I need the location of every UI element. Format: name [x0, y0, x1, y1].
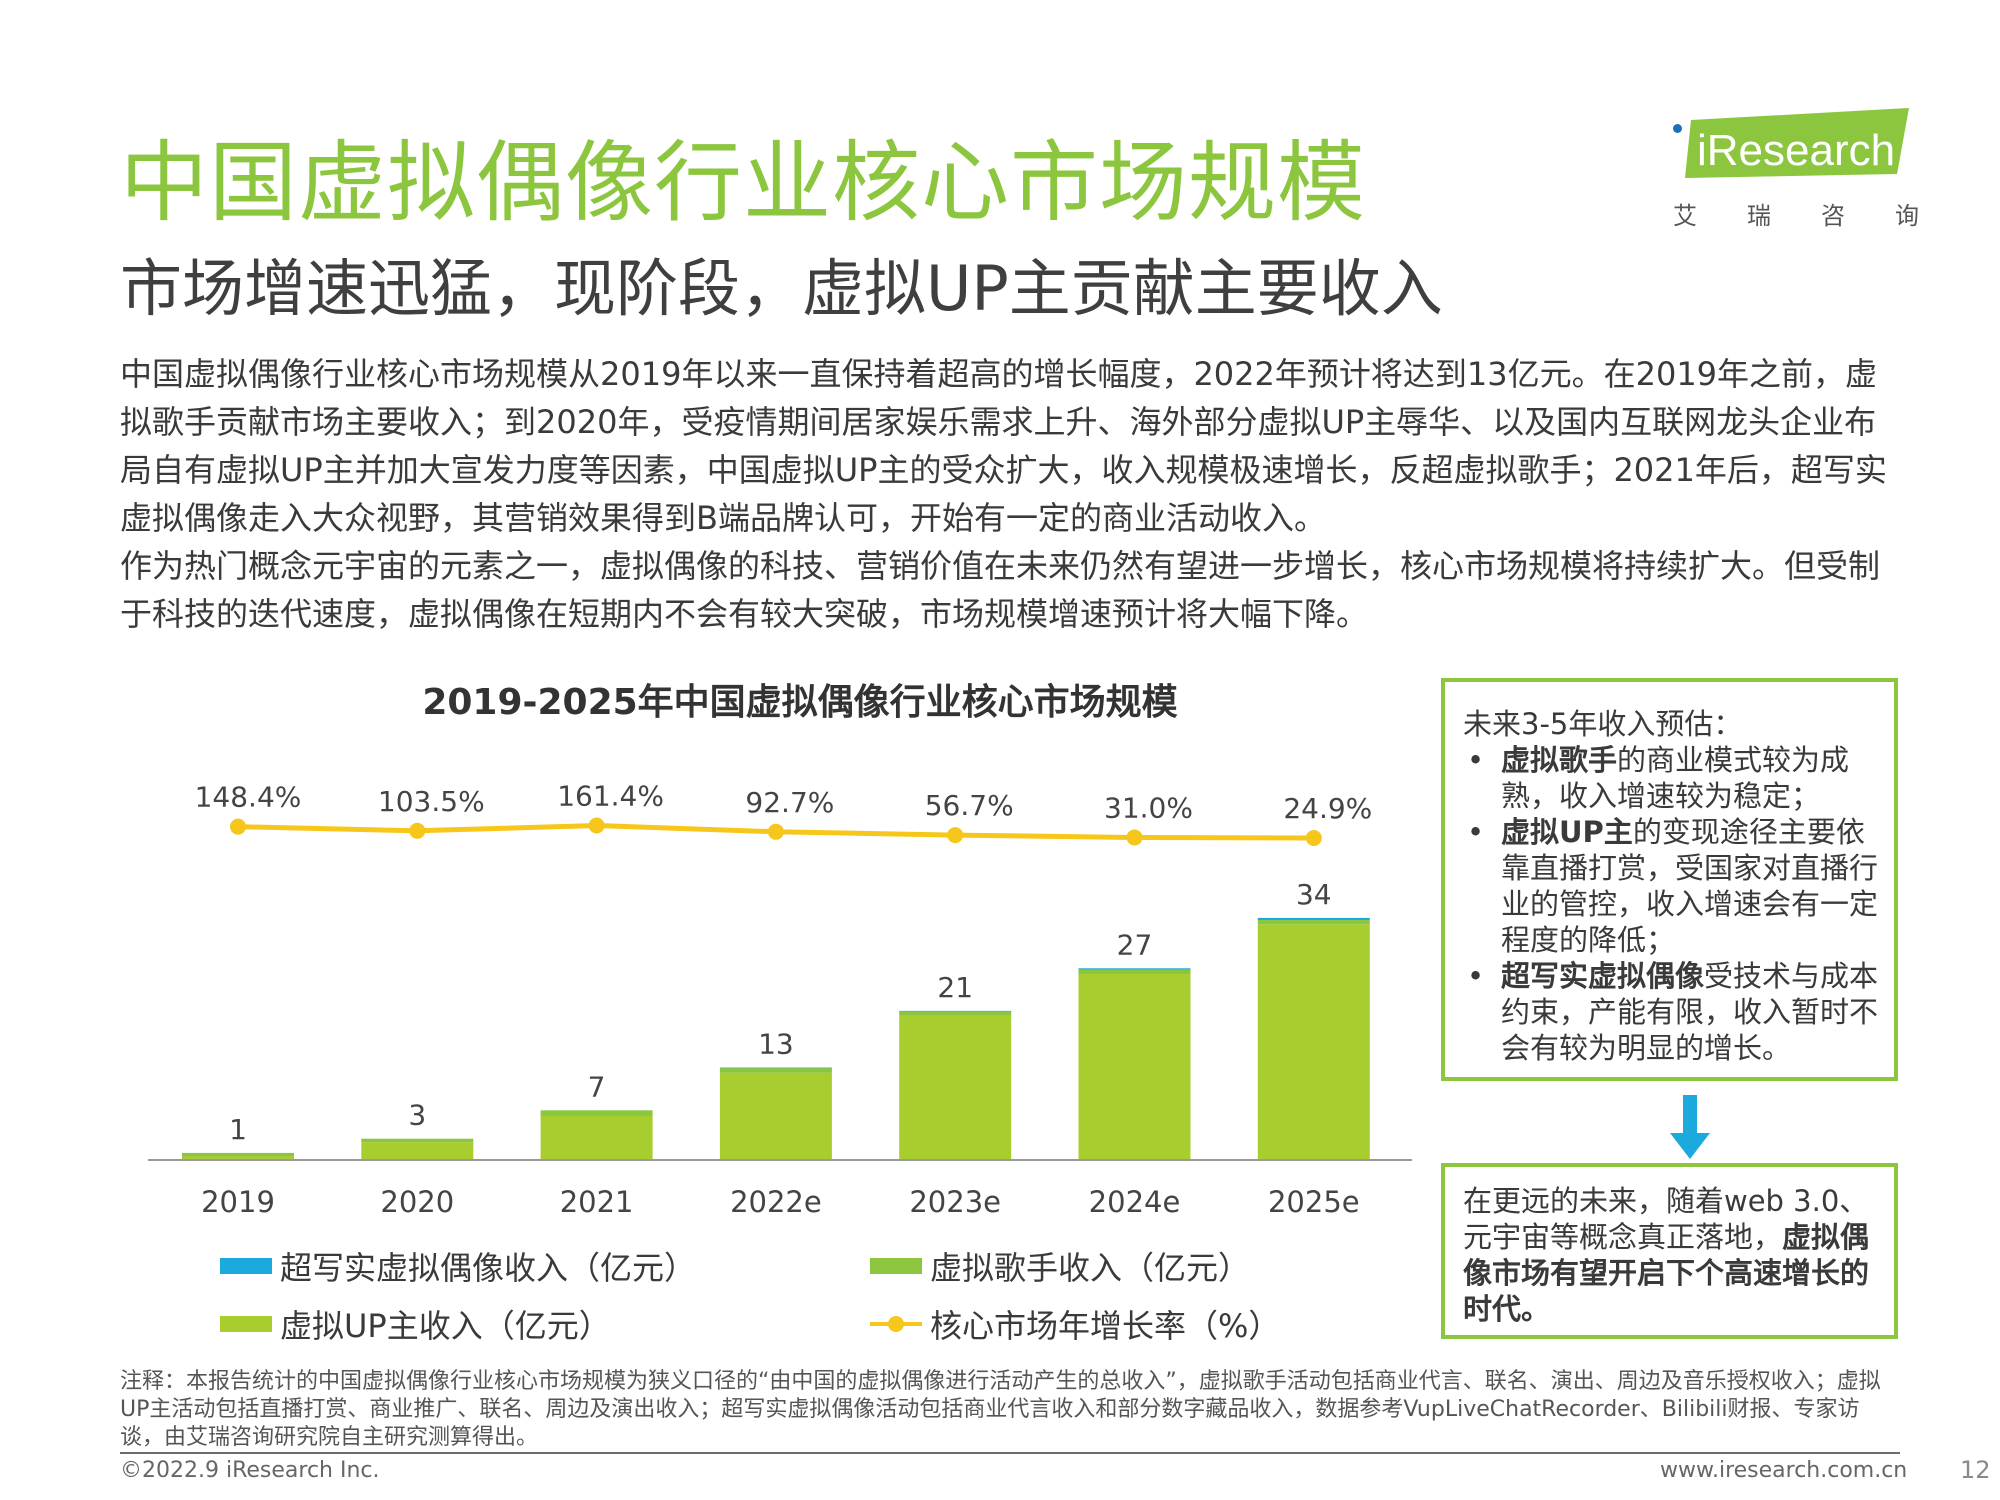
bar-2025e-series-1: [1257, 920, 1370, 925]
legend-item-growth: 核心市场年增长率（%）: [870, 1301, 1280, 1347]
bar-2023e-series-1: [899, 1011, 1012, 1016]
labels-layer: 1 2019 3 2020 7 2021 13 2022e 21 2023e 27 2024e 34 20…: [195, 779, 1373, 1219]
legend-label-singer: 虚拟歌手收入（亿元）: [930, 1249, 1251, 1287]
growth-rate-label: 148.4%: [195, 781, 302, 814]
x-tick-label: 2024e: [1089, 1185, 1181, 1219]
outlook-bold-text: 虚拟偶像市场有望开启下个高速增长的时代。: [1463, 1220, 1870, 1326]
bar-2019-series-0: [182, 1156, 294, 1160]
forecast-item: 超写实虚拟偶像受技术与成本约束，产能有限，收入暂时不会有较为明显的增长。: [1463, 958, 1883, 1066]
x-tick-label: 2021: [560, 1185, 634, 1219]
growth-point: [767, 823, 784, 840]
logo-wordmark: iResearch: [1697, 126, 1896, 175]
outlook-box: 在更远的未来，随着web 3.0、元宇宙等概念真正落地，虚拟偶像市场有望开启下个…: [1441, 1163, 1898, 1339]
forecast-heading: 未来3-5年收入预估：: [1463, 707, 1743, 741]
forecast-item: 虚拟歌手的商业模式较为成熟，收入增速较为稳定；: [1463, 742, 1883, 814]
growth-rate-label: 56.7%: [925, 789, 1014, 822]
page-subtitle: 市场增速迅猛，现阶段，虚拟UP主贡献主要收入: [120, 252, 1443, 325]
growth-rate-label: 24.9%: [1283, 792, 1372, 825]
intro-text: 中国虚拟偶像行业核心市场规模从2019年以来一直保持着超高的增长幅度，2022年…: [120, 350, 1900, 638]
bar-total-label: 13: [758, 1028, 794, 1061]
bar-2022e-series-2: [719, 1067, 832, 1069]
bars-layer: [182, 917, 1370, 1160]
x-tick-label: 2019: [201, 1185, 275, 1219]
x-tick-label: 2022e: [730, 1185, 822, 1219]
legend-label-up: 虚拟UP主收入（亿元）: [280, 1307, 611, 1345]
chart-legend: 超写实虚拟偶像收入（亿元） 虚拟歌手收入（亿元） 虚拟UP主收入（亿元） 核心市…: [220, 1243, 1320, 1353]
x-tick-label: 2025e: [1268, 1185, 1360, 1219]
legend-swatch-growth: [870, 1314, 922, 1334]
intro-paragraph-2: 作为热门概念元宇宙的元素之一，虚拟偶像的科技、营销价值在未来仍然有望进一步增长，…: [120, 547, 1881, 633]
bar-2025e-series-0: [1257, 924, 1370, 1160]
forecast-item-text: 的变现途径主要依靠直播打赏，受国家对直播行业的管控，收入增速会有一定程度的降低；: [1501, 815, 1879, 957]
growth-point: [409, 822, 426, 839]
growth-point: [1126, 829, 1143, 846]
bar-2020-series-1: [361, 1138, 474, 1143]
forecast-item: 虚拟UP主的变现途径主要依靠直播打赏，受国家对直播行业的管控，收入增速会有一定程…: [1463, 814, 1883, 958]
growth-rate-label: 161.4%: [557, 779, 664, 812]
bar-total-label: 27: [1117, 928, 1153, 961]
bar-2019-series-1: [182, 1152, 294, 1157]
bar-2022e-series-1: [719, 1067, 832, 1073]
forecast-box: 未来3-5年收入预估： 虚拟歌手的商业模式较为成熟，收入增速较为稳定； 虚拟UP…: [1441, 678, 1898, 1081]
footer-divider: [120, 1452, 1900, 1454]
bar-2024e-series-0: [1078, 973, 1191, 1160]
page-title: 中国虚拟偶像行业核心市场规模: [120, 131, 1367, 234]
bar-total-label: 1: [229, 1113, 247, 1146]
bar-2021-series-1: [540, 1110, 653, 1116]
outlook-text: 在更远的未来，随着web 3.0、元宇宙等概念真正落地，: [1463, 1184, 1869, 1254]
intro-paragraph-1: 中国虚拟偶像行业核心市场规模从2019年以来一直保持着超高的增长幅度，2022年…: [120, 355, 1887, 537]
bar-2021-series-0: [540, 1115, 653, 1160]
bar-total-label: 7: [588, 1070, 606, 1103]
market-size-chart: 2019-2025年中国虚拟偶像行业核心市场规模 1 2019 3 2020 7 2021…: [148, 682, 1412, 1219]
bar-2023e-series-0: [899, 1015, 1012, 1160]
legend-swatch-singer: [870, 1258, 922, 1274]
legend-item-singer: 虚拟歌手收入（亿元）: [870, 1243, 1250, 1289]
legend-label-growth: 核心市场年增长率（%）: [930, 1307, 1281, 1345]
bar-2020-series-0: [361, 1142, 474, 1160]
growth-rate-label: 31.0%: [1104, 791, 1193, 824]
bar-2022e-series-0: [719, 1072, 832, 1160]
bar-total-label: 21: [937, 971, 973, 1004]
growth-rate-label: 103.5%: [378, 785, 485, 818]
forecast-item-text: 受技术与成本约束，产能有限，收入暂时不会有较为明显的增长。: [1501, 959, 1879, 1065]
legend-swatch-hyperreal: [220, 1258, 272, 1274]
growth-point: [1305, 830, 1322, 846]
legend-item-hyperreal: 超写实虚拟偶像收入（亿元）: [220, 1243, 696, 1289]
down-arrow-icon: [1670, 1095, 1710, 1159]
growth-point: [947, 827, 964, 844]
bar-2023e-series-2: [899, 1010, 1012, 1012]
growth-point: [230, 818, 246, 835]
growth-rate-label: 92.7%: [745, 786, 834, 819]
bar-total-label: 3: [408, 1099, 426, 1132]
footnote: 注释：本报告统计的中国虚拟偶像行业核心市场规模为狭义口径的“由中国的虚拟偶像进行…: [120, 1369, 1881, 1450]
bar-total-label: 34: [1296, 878, 1332, 911]
growth-point: [588, 817, 605, 834]
x-tick-label: 2023e: [909, 1185, 1001, 1219]
logo-cn-text: 艾瑞咨询: [1673, 202, 1969, 230]
growth-line-layer: [230, 817, 1322, 846]
forecast-item-bold: 超写实虚拟偶像: [1501, 959, 1705, 993]
logo-dot: [1673, 124, 1682, 133]
forecast-item-bold: 虚拟歌手: [1501, 743, 1618, 777]
legend-label-hyperreal: 超写实虚拟偶像收入（亿元）: [280, 1249, 697, 1287]
legend-swatch-up: [220, 1316, 272, 1332]
forecast-item-bold: 虚拟UP主: [1501, 815, 1633, 849]
bar-2024e-series-1: [1078, 969, 1191, 974]
page-number: 12: [1960, 1456, 1991, 1484]
bar-2024e-series-2: [1078, 968, 1191, 970]
forecast-list: 虚拟歌手的商业模式较为成熟，收入增速较为稳定； 虚拟UP主的变现途径主要依靠直播…: [1463, 742, 1883, 1066]
copyright-text: ©2022.9 iResearch Inc.: [120, 1458, 380, 1483]
legend-item-up: 虚拟UP主收入（亿元）: [220, 1301, 611, 1347]
website-link[interactable]: www.iresearch.com.cn: [1660, 1458, 1908, 1483]
forecast-item-text: 的商业模式较为成熟，收入增速较为稳定；: [1501, 743, 1850, 813]
x-tick-label: 2020: [380, 1185, 454, 1219]
iresearch-logo: iResearch 艾瑞咨询: [1665, 108, 1919, 230]
logo-flag-shape: [1685, 108, 1909, 178]
bar-2025e-series-2: [1257, 917, 1370, 921]
chart-title: 2019-2025年中国虚拟偶像行业核心市场规模: [422, 682, 1177, 723]
